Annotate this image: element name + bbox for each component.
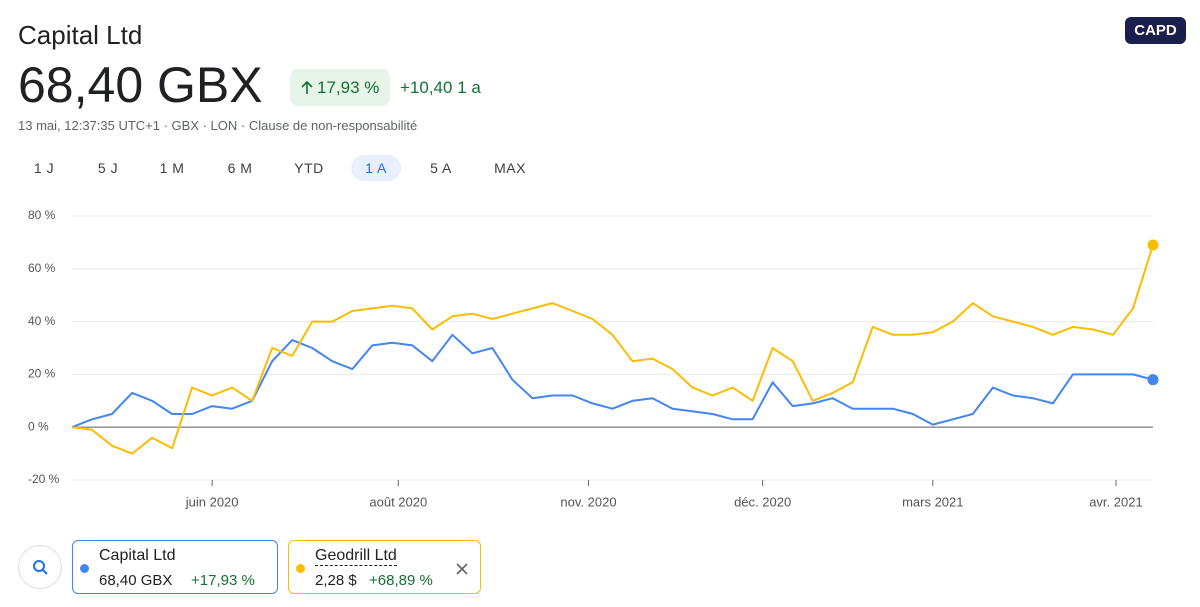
meta: 13 mai, 12:37:35 UTC+1 · GBX · LON · Cla… (18, 118, 418, 133)
series-line (71, 244, 1154, 455)
range-button[interactable]: 6 M (227, 160, 253, 176)
price: 68,40 GBX (18, 57, 263, 113)
x-tick-label: déc. 2020 (734, 494, 791, 509)
x-tick-label: juin 2020 (185, 494, 239, 509)
up-arrow (301, 81, 313, 94)
x-tick-label: août 2020 (369, 494, 427, 509)
change-abs: +10,40 1 a (400, 78, 481, 97)
range-button[interactable]: YTD (294, 160, 324, 176)
y-tick-label: 40 % (28, 314, 56, 328)
legend-card[interactable]: Capital Ltd 68,40 GBX +17,93 % (72, 540, 278, 594)
range-button[interactable]: 1 M (159, 160, 185, 176)
legend-change: +17,93 % (191, 572, 255, 589)
legend-name: Geodrill Ltd (315, 547, 397, 566)
legend-dot (296, 564, 305, 573)
range-button[interactable]: 5 A (430, 160, 452, 176)
y-tick-label: 60 % (28, 261, 56, 275)
change-pct: 17,93 % (317, 78, 380, 97)
legend-card[interactable]: Geodrill Ltd 2,28 $ +68,89 % (288, 540, 481, 594)
y-tick-label: 20 % (28, 367, 56, 381)
legend-price: 68,40 GBX (99, 572, 173, 589)
search-icon (33, 560, 48, 575)
remove-icon[interactable] (455, 562, 469, 576)
x-tick-label: mars 2021 (902, 494, 963, 509)
search-button[interactable] (18, 545, 62, 589)
y-tick-label: -20 % (28, 472, 60, 486)
y-tick-label: 80 % (28, 208, 56, 222)
end-dot (1147, 374, 1159, 386)
range-button[interactable]: 1 J (33, 160, 55, 176)
range-button[interactable]: 5 J (97, 160, 119, 176)
x-tick-label: avr. 2021 (1089, 494, 1143, 509)
x-tick-label: nov. 2020 (560, 494, 616, 509)
chart: -20 % 0 % 20 % 40 % 60 % 80 % juin 2020 août 20… (28, 208, 1159, 509)
ticker-badge: CAPD (1125, 17, 1186, 44)
legend-price: 2,28 $ (315, 572, 357, 589)
change-badge: 17,93 % (290, 69, 390, 106)
legend-dot (80, 564, 89, 573)
y-tick-label: 0 % (28, 419, 49, 433)
end-dot (1147, 239, 1159, 251)
legend-change: +68,89 % (369, 572, 433, 589)
range-button[interactable]: MAX (494, 160, 526, 176)
stock-name: Capital Ltd (18, 20, 143, 50)
series-line (71, 333, 1154, 429)
legend-name: Capital Ltd (99, 547, 176, 564)
range-button[interactable]: 1 A (351, 155, 401, 181)
